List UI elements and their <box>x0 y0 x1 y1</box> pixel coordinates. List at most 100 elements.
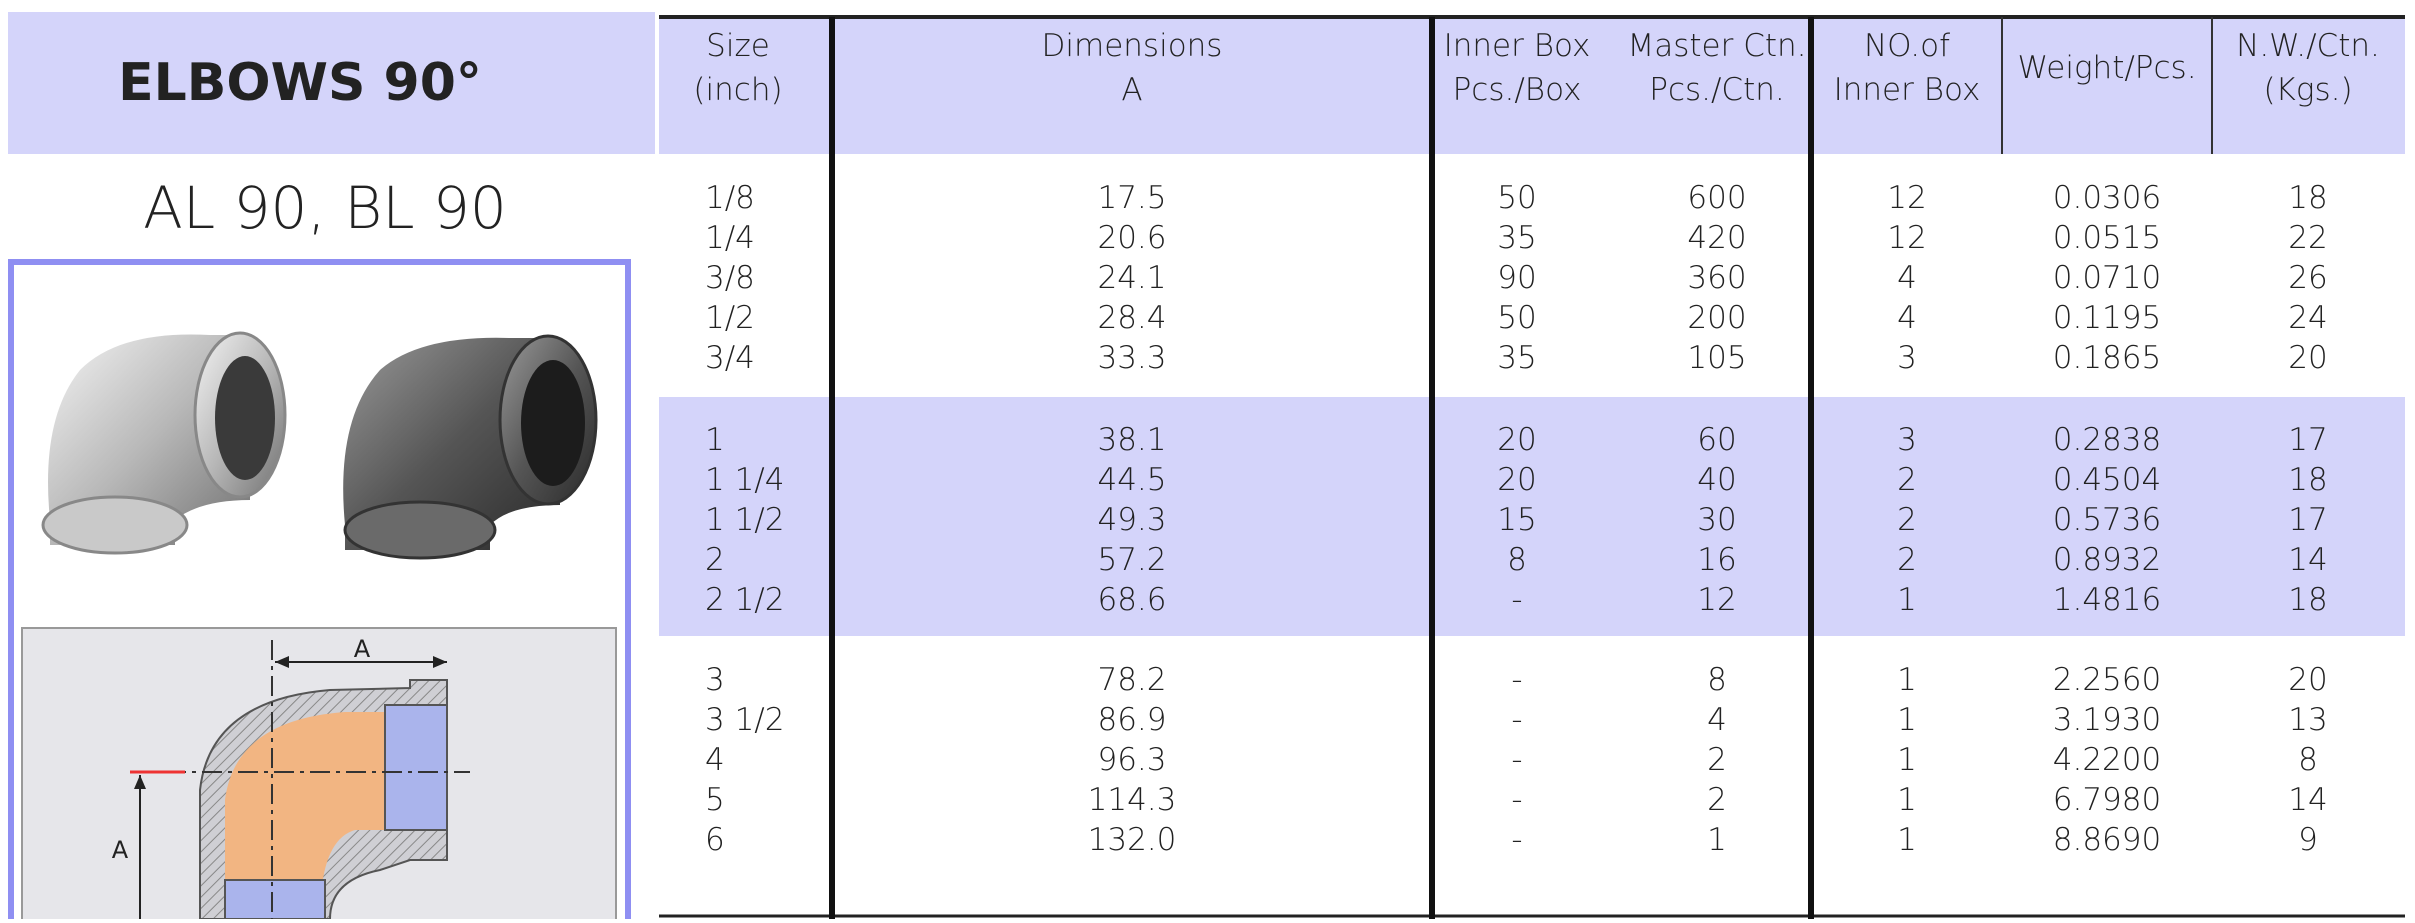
table-cell: - <box>1511 662 1522 698</box>
table-cell: 105 <box>1687 340 1746 376</box>
diagram: A A <box>21 627 617 923</box>
title: ELBOWS 90° <box>118 53 482 113</box>
column-lines <box>829 17 2213 919</box>
table-cell: 1 <box>1897 782 1917 818</box>
table-cell: 24.1 <box>1097 260 1166 296</box>
table-cell: 0.0710 <box>2053 260 2161 296</box>
table-cell: 16 <box>1697 542 1736 578</box>
table-cell: 114.3 <box>1088 782 1177 818</box>
header-band <box>659 18 2405 154</box>
table-cell: 200 <box>1687 300 1746 336</box>
table-cell: 20 <box>2288 340 2327 376</box>
table-cell: 420 <box>1687 220 1746 256</box>
table-cell: 50 <box>1497 180 1536 216</box>
table-cell: 17.5 <box>1097 180 1166 216</box>
table-cell: 0.1195 <box>2053 300 2161 336</box>
table-cell: 1 <box>705 422 725 458</box>
table-cell: 3 <box>1897 422 1917 458</box>
table-cell: 18 <box>2288 462 2327 498</box>
table-cell: 2 <box>1897 502 1917 538</box>
table-cell: 30 <box>1697 502 1736 538</box>
table-cell: 1 <box>1707 822 1727 858</box>
table-cell: 3 <box>705 662 725 698</box>
table-cell: 2 1/2 <box>705 582 784 618</box>
table-cell: 38.1 <box>1097 422 1166 458</box>
column-header: Pcs./Ctn. <box>1649 72 1785 108</box>
table-cell: 4 <box>1897 260 1917 296</box>
table-cell: 13 <box>2288 702 2327 738</box>
column-header: (inch) <box>693 72 782 108</box>
table-cell: 20 <box>1497 462 1536 498</box>
table-cell: 96.3 <box>1097 742 1166 778</box>
column-header: Pcs./Box <box>1453 72 1582 108</box>
table-cell: 1/4 <box>705 220 755 256</box>
table-cell: 12 <box>1887 180 1926 216</box>
column-header: Weight/Pcs. <box>2017 50 2196 86</box>
table-cell: 60 <box>1697 422 1736 458</box>
table-cell: 3/8 <box>705 260 755 296</box>
table-cell: 35 <box>1497 340 1536 376</box>
table-cell: 20.6 <box>1097 220 1166 256</box>
table-cell: 0.1865 <box>2053 340 2161 376</box>
table-cell: 3.1930 <box>2053 702 2161 738</box>
photo-black <box>343 334 598 560</box>
table-cell: 17 <box>2288 422 2327 458</box>
table-cell: 40 <box>1697 462 1736 498</box>
table-cell: 1 1/2 <box>705 502 784 538</box>
table-cell: 2 <box>705 542 725 578</box>
table-cell: 0.0515 <box>2053 220 2161 256</box>
table-cell: 8.8690 <box>2053 822 2161 858</box>
table-cell: 360 <box>1687 260 1746 296</box>
table-cell: 4.2200 <box>2053 742 2161 778</box>
table-cell: 20 <box>1497 422 1536 458</box>
table-cell: 5 <box>705 782 725 818</box>
table-cell: 49.3 <box>1097 502 1166 538</box>
photo-galvanized <box>41 331 287 555</box>
table-cell: 9 <box>2298 822 2318 858</box>
table-cell: 0.5736 <box>2053 502 2161 538</box>
table-cell: 26 <box>2288 260 2327 296</box>
table-cell: 2 <box>1707 782 1727 818</box>
table-cell: 1/8 <box>705 180 755 216</box>
table-cell: 3 1/2 <box>705 702 784 738</box>
table-cell: 2.2560 <box>2053 662 2161 698</box>
table-cell: 6 <box>705 822 725 858</box>
table-cell: - <box>1511 582 1522 618</box>
table-cell: 0.2838 <box>2053 422 2161 458</box>
table-cell: 1 1/4 <box>705 462 784 498</box>
table-cell: 8 <box>2298 742 2318 778</box>
table-cell: 33.3 <box>1097 340 1166 376</box>
table-cell: 15 <box>1497 502 1536 538</box>
table-cell: 20 <box>2288 662 2327 698</box>
table-cell: 8 <box>1507 542 1527 578</box>
table-cell: 57.2 <box>1097 542 1166 578</box>
column-header: Inner Box <box>1444 28 1591 64</box>
column-header: Size <box>706 28 770 64</box>
column-header: Inner Box <box>1834 72 1981 108</box>
table-cell: 14 <box>2288 782 2327 818</box>
table-cell: 1/2 <box>705 300 755 336</box>
table-cell: 18 <box>2288 582 2327 618</box>
column-header: N.W./Ctn. <box>2236 28 2380 64</box>
table-cell: 132.0 <box>1088 822 1177 858</box>
table-cell: 1 <box>1897 702 1917 738</box>
table-cell: 0.4504 <box>2053 462 2161 498</box>
table-cell: 600 <box>1687 180 1746 216</box>
table-cell: 0.8932 <box>2053 542 2161 578</box>
column-header: Master Ctn. <box>1627 28 1806 64</box>
table-cell: 18 <box>2288 180 2327 216</box>
table-cell: 44.5 <box>1097 462 1166 498</box>
table-cell: 1 <box>1897 822 1917 858</box>
table-cell: - <box>1511 822 1522 858</box>
table-cell: 2 <box>1897 542 1917 578</box>
column-header: (Kgs.) <box>2263 72 2352 108</box>
table-cell: 1 <box>1897 662 1917 698</box>
table-cell: 4 <box>1897 300 1917 336</box>
table-cell: 68.6 <box>1097 582 1166 618</box>
dimension-label: A <box>354 635 371 663</box>
table-cell: - <box>1511 782 1522 818</box>
title-band <box>8 12 655 154</box>
table-cell: - <box>1511 702 1522 738</box>
table-cell: 2 <box>1707 742 1727 778</box>
